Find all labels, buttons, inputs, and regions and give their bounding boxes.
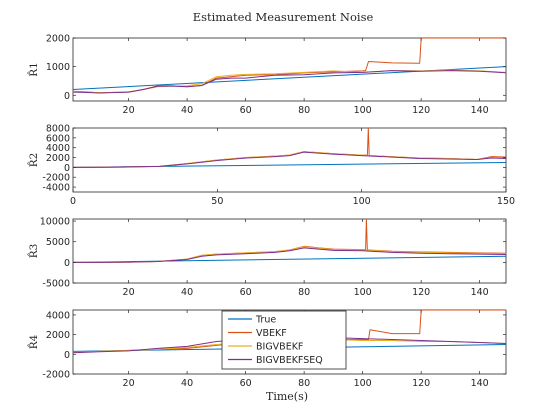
x-tick-label: 100 bbox=[354, 105, 372, 116]
x-tick-label: 100 bbox=[354, 287, 372, 298]
legend-label-true: True bbox=[255, 315, 276, 326]
axes-box-2 bbox=[72, 127, 507, 193]
x-tick-label: 120 bbox=[412, 378, 430, 389]
y-tick-label: 5000 bbox=[46, 237, 70, 248]
y-tick-label: 2000 bbox=[46, 330, 70, 341]
series-line-bigvbekfseq-2 bbox=[73, 151, 506, 168]
x-tick-label: 100 bbox=[353, 196, 371, 207]
y-tick-label: 2000 bbox=[46, 153, 70, 164]
y-tick-label: 2000 bbox=[46, 34, 70, 45]
y-tick-label: -2000 bbox=[42, 173, 70, 184]
x-axis-label: Time(s) bbox=[266, 390, 308, 403]
y-tick-label: 10000 bbox=[40, 217, 70, 228]
y-tick-label: -5000 bbox=[42, 279, 70, 290]
x-tick-label: 140 bbox=[471, 378, 489, 389]
x-tick-label: 60 bbox=[240, 378, 252, 389]
y-tick-label: 6000 bbox=[46, 133, 70, 144]
series-line-bigvbekfseq-1 bbox=[73, 70, 506, 94]
figure-title: Estimated Measurement Noise bbox=[193, 10, 374, 24]
subplot-3: 20 40 60 80 100 120 140 -5000 0 5000 10000 R̂3 bbox=[27, 217, 507, 298]
y-tick-label: 0 bbox=[64, 163, 70, 174]
y-tick-label: 1000 bbox=[46, 62, 70, 73]
axes-box-1 bbox=[72, 37, 507, 102]
x-tick-label: 150 bbox=[497, 196, 515, 207]
x-tick-label: 120 bbox=[412, 287, 430, 298]
y-tick-label: 0 bbox=[64, 258, 70, 269]
x-tick-label: 140 bbox=[471, 287, 489, 298]
series-line-bigvbekfseq-3 bbox=[73, 247, 506, 263]
y-axis-label-2: R̂2 bbox=[27, 153, 40, 168]
y-tick-label: -2000 bbox=[42, 370, 70, 381]
legend-label-bigvbekfseq: BIGVBEKFSEQ bbox=[256, 355, 323, 366]
x-tick-label: 20 bbox=[123, 287, 135, 298]
y-tick-label: 4000 bbox=[46, 310, 70, 321]
legend: True VBEKF BIGVBEKF BIGVBEKFSEQ bbox=[221, 310, 347, 370]
x-tick-label: 20 bbox=[123, 378, 135, 389]
y-axis-label-3: R̂3 bbox=[27, 244, 40, 259]
legend-label-bigvbekf: BIGVBEKF bbox=[256, 342, 303, 353]
y-tick-label: 4000 bbox=[46, 143, 70, 154]
x-tick-label: 120 bbox=[412, 105, 430, 116]
x-tick-label: 80 bbox=[298, 105, 310, 116]
x-tick-label: 40 bbox=[181, 378, 193, 389]
x-tick-label: 60 bbox=[240, 287, 252, 298]
y-tick-label: 8000 bbox=[46, 124, 70, 135]
y-tick-label: -4000 bbox=[42, 183, 70, 194]
x-tick-label: 140 bbox=[471, 105, 489, 116]
legend-label-vbekf: VBEKF bbox=[256, 328, 287, 339]
y-tick-label: 0 bbox=[64, 350, 70, 361]
x-tick-label: 40 bbox=[181, 287, 193, 298]
subplot-1: 20 40 60 80 100 120 140 0 1000 2000 R̂1 bbox=[27, 34, 507, 116]
y-tick-label: 0 bbox=[64, 91, 70, 102]
x-tick-label: 80 bbox=[298, 378, 310, 389]
x-tick-label: 40 bbox=[181, 105, 193, 116]
x-tick-label: 0 bbox=[70, 196, 76, 207]
x-tick-label: 20 bbox=[123, 105, 135, 116]
y-axis-label-4: R̂4 bbox=[27, 334, 40, 349]
x-tick-label: 60 bbox=[240, 105, 252, 116]
x-tick-label: 80 bbox=[298, 287, 310, 298]
y-axis-label-1: R̂1 bbox=[27, 62, 40, 77]
x-tick-label: 100 bbox=[354, 378, 372, 389]
x-tick-label: 50 bbox=[211, 196, 223, 207]
